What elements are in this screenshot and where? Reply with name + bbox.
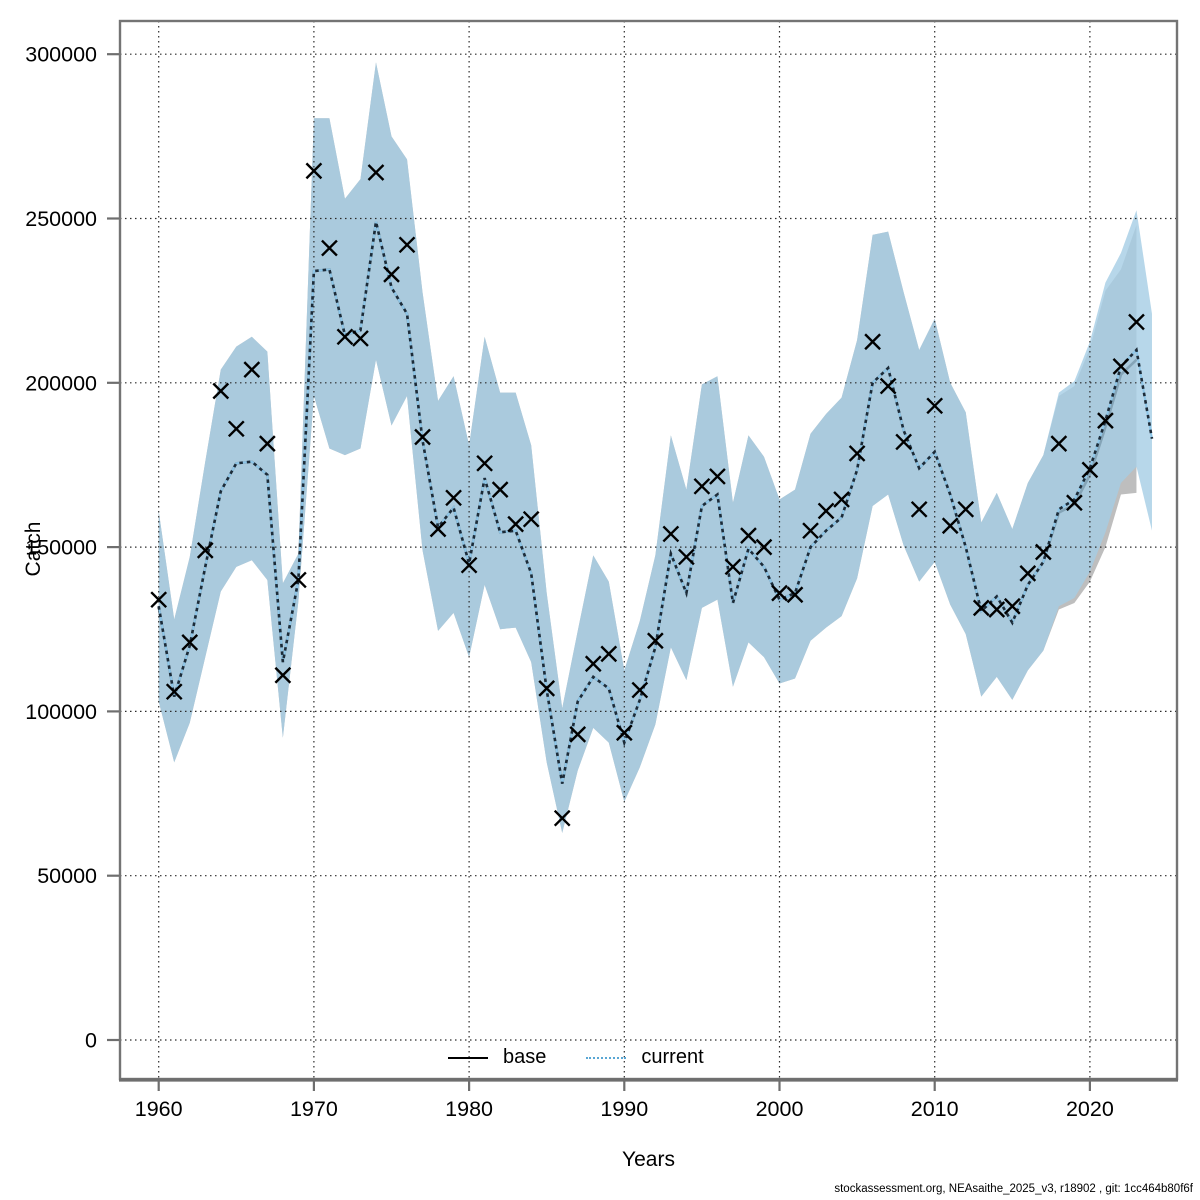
observation-marker — [429, 520, 447, 538]
observation-marker — [243, 361, 261, 379]
x-tick-label: 2010 — [911, 1097, 959, 1121]
observation-marker — [584, 655, 602, 673]
observation-marker — [398, 236, 416, 254]
observation-marker — [1128, 313, 1145, 331]
observation-marker — [321, 239, 338, 257]
y-tick-label: 50000 — [37, 864, 97, 888]
observation-marker — [833, 491, 850, 508]
observation-marker — [709, 468, 726, 485]
observation-marker — [724, 558, 742, 576]
observation-marker — [445, 489, 462, 507]
observation-marker — [414, 428, 431, 446]
x-tick-label: 1990 — [600, 1097, 648, 1121]
observation-marker — [941, 517, 959, 535]
observation-marker — [196, 542, 214, 559]
observation-marker — [1081, 461, 1099, 479]
observation-marker — [662, 525, 680, 543]
observation-marker — [553, 809, 571, 827]
observation-marker — [1050, 435, 1068, 452]
y-tick-label: 300000 — [25, 43, 97, 67]
y-tick-label: 200000 — [25, 371, 97, 395]
legend: base current — [448, 1046, 704, 1069]
x-axis-title: Years — [622, 1148, 675, 1171]
observation-marker — [740, 527, 757, 544]
observation-marker — [1019, 565, 1037, 582]
observation-marker — [600, 645, 618, 663]
x-tick-label: 1980 — [445, 1097, 493, 1121]
x-tick-label: 1960 — [135, 1097, 183, 1121]
observation-marker — [895, 433, 913, 451]
observation-marker — [802, 522, 819, 540]
observation-marker — [879, 377, 897, 395]
observation-marker — [1097, 412, 1114, 429]
observation-marker — [1034, 543, 1052, 561]
observation-marker — [491, 481, 509, 498]
observation-marker — [926, 397, 944, 415]
observation-marker — [476, 454, 493, 472]
x-tick-label: 1970 — [290, 1097, 338, 1121]
current-line-dotted — [157, 221, 1154, 784]
y-tick-label: 250000 — [25, 207, 97, 231]
observation-marker — [507, 515, 525, 533]
observation-marker — [1003, 597, 1021, 615]
observation-marker — [755, 538, 773, 556]
observation-marker — [569, 726, 587, 743]
observation-marker — [460, 556, 478, 574]
observation-marker — [367, 164, 385, 181]
observation-marker — [150, 591, 168, 609]
observation-marker — [817, 502, 835, 520]
observation-marker — [522, 510, 540, 528]
observation-marker — [972, 599, 990, 617]
observation-marker — [538, 680, 556, 697]
observation-marker — [615, 724, 633, 742]
observation-marker — [227, 420, 245, 438]
current-line-sample-icon — [586, 1056, 627, 1059]
observation-marker — [352, 330, 369, 347]
observation-marker — [165, 683, 183, 701]
y-tick-label: 100000 — [25, 700, 97, 724]
observation-marker — [305, 162, 323, 180]
legend-label-current: current — [641, 1046, 704, 1068]
legend-label-base: base — [503, 1046, 547, 1068]
y-tick-label: 0 — [85, 1029, 97, 1053]
observation-marker — [181, 634, 199, 651]
observation-marker — [678, 548, 695, 566]
x-tick-label: 2020 — [1066, 1097, 1114, 1121]
observation-marker — [646, 632, 664, 650]
y-axis-title: Catch — [22, 521, 45, 577]
observation-marker — [864, 333, 881, 351]
confidence-band-current — [158, 62, 1152, 833]
x-tick-label: 2000 — [756, 1097, 804, 1121]
observation-marker — [771, 584, 788, 602]
observation-marker — [848, 445, 866, 462]
observation-marker — [258, 435, 276, 452]
observation-marker — [383, 266, 400, 283]
observation-marker — [336, 328, 354, 346]
observation-marker — [786, 586, 804, 604]
observation-marker — [212, 382, 230, 400]
observation-marker — [290, 571, 307, 589]
observation-marker — [1112, 358, 1130, 375]
base-line-sample-icon — [448, 1056, 488, 1059]
observation-marker — [1066, 494, 1083, 512]
observation-marker — [988, 601, 1006, 618]
footer-credit: stockassessment.org, NEAsaithe_2025_v3, … — [834, 1183, 1193, 1195]
observation-marker — [274, 666, 292, 684]
observation-marker — [910, 500, 928, 518]
observation-marker — [631, 681, 649, 699]
observation-marker — [957, 500, 975, 518]
y-tick-label: 150000 — [25, 536, 97, 560]
observation-marker — [693, 477, 711, 495]
